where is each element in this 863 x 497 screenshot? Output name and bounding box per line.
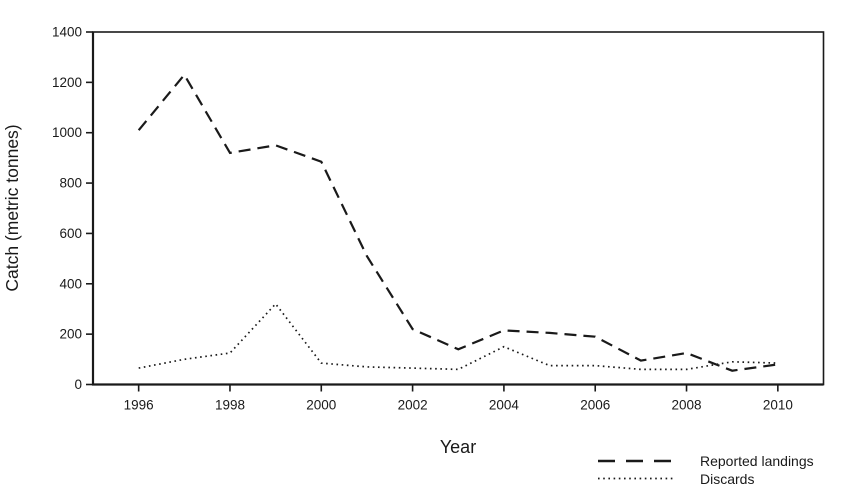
x-tick-label: 2010 bbox=[763, 398, 793, 413]
legend: Reported landings Discards bbox=[598, 453, 814, 487]
x-tick-label: 2000 bbox=[306, 398, 336, 413]
x-tick-label: 2006 bbox=[580, 398, 610, 413]
x-axis-ticks: 1996 1998 2000 2002 2004 2006 2008 2010 bbox=[124, 384, 793, 413]
x-tick-label: 2002 bbox=[398, 398, 428, 413]
y-tick-label: 400 bbox=[59, 276, 82, 291]
legend-label-reported-landings: Reported landings bbox=[700, 453, 814, 469]
plot-frame bbox=[92, 31, 825, 386]
x-tick-label: 1996 bbox=[124, 398, 154, 413]
x-tick-label: 2004 bbox=[489, 398, 520, 413]
x-axis-title: Year bbox=[440, 437, 476, 457]
legend-label-discards: Discards bbox=[700, 471, 754, 487]
x-tick-label: 1998 bbox=[215, 398, 245, 413]
y-tick-label: 600 bbox=[59, 226, 82, 241]
axis-lines bbox=[91, 32, 824, 386]
y-axis-title: Catch (metric tonnes) bbox=[2, 124, 22, 291]
y-tick-label: 200 bbox=[59, 327, 82, 342]
y-tick-label: 800 bbox=[59, 176, 82, 191]
y-tick-label: 1400 bbox=[52, 25, 82, 40]
x-tick-label: 2008 bbox=[672, 398, 702, 413]
y-tick-label: 1200 bbox=[52, 75, 82, 90]
series-line-discards bbox=[138, 302, 778, 371]
series-line-reported-landings bbox=[137, 72, 778, 372]
y-axis-ticks: 0 200 400 600 800 1000 1200 1400 bbox=[52, 25, 93, 392]
y-tick-label: 1000 bbox=[52, 125, 82, 140]
y-tick-label: 0 bbox=[74, 377, 82, 392]
